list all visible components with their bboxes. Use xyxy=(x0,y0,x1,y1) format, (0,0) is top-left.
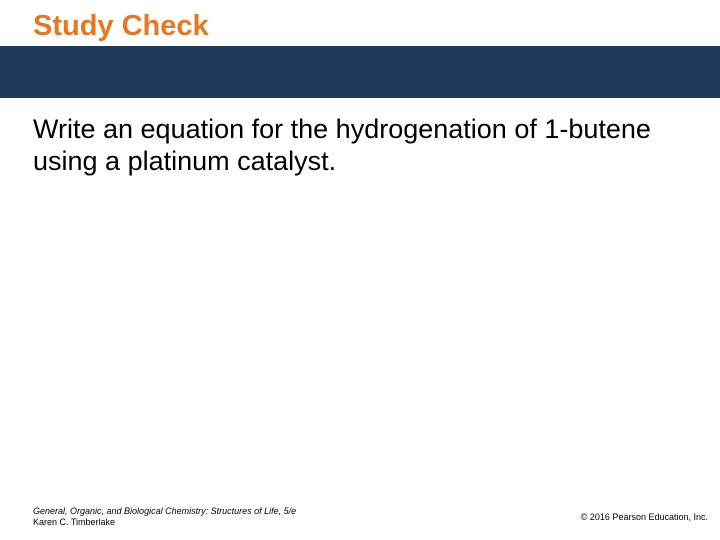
slide: Study Check Write an equation for the hy… xyxy=(0,0,720,540)
footer-author: Karen C. Timberlake xyxy=(33,517,115,527)
footer-copyright: © 2016 Pearson Education, Inc. xyxy=(581,512,708,522)
slide-title: Study Check xyxy=(33,10,209,43)
title-banner xyxy=(0,46,720,98)
footer-left: General, Organic, and Biological Chemist… xyxy=(33,506,296,529)
footer-book-title: General, Organic, and Biological Chemist… xyxy=(33,506,296,516)
body-text: Write an equation for the hydrogenation … xyxy=(33,114,673,178)
